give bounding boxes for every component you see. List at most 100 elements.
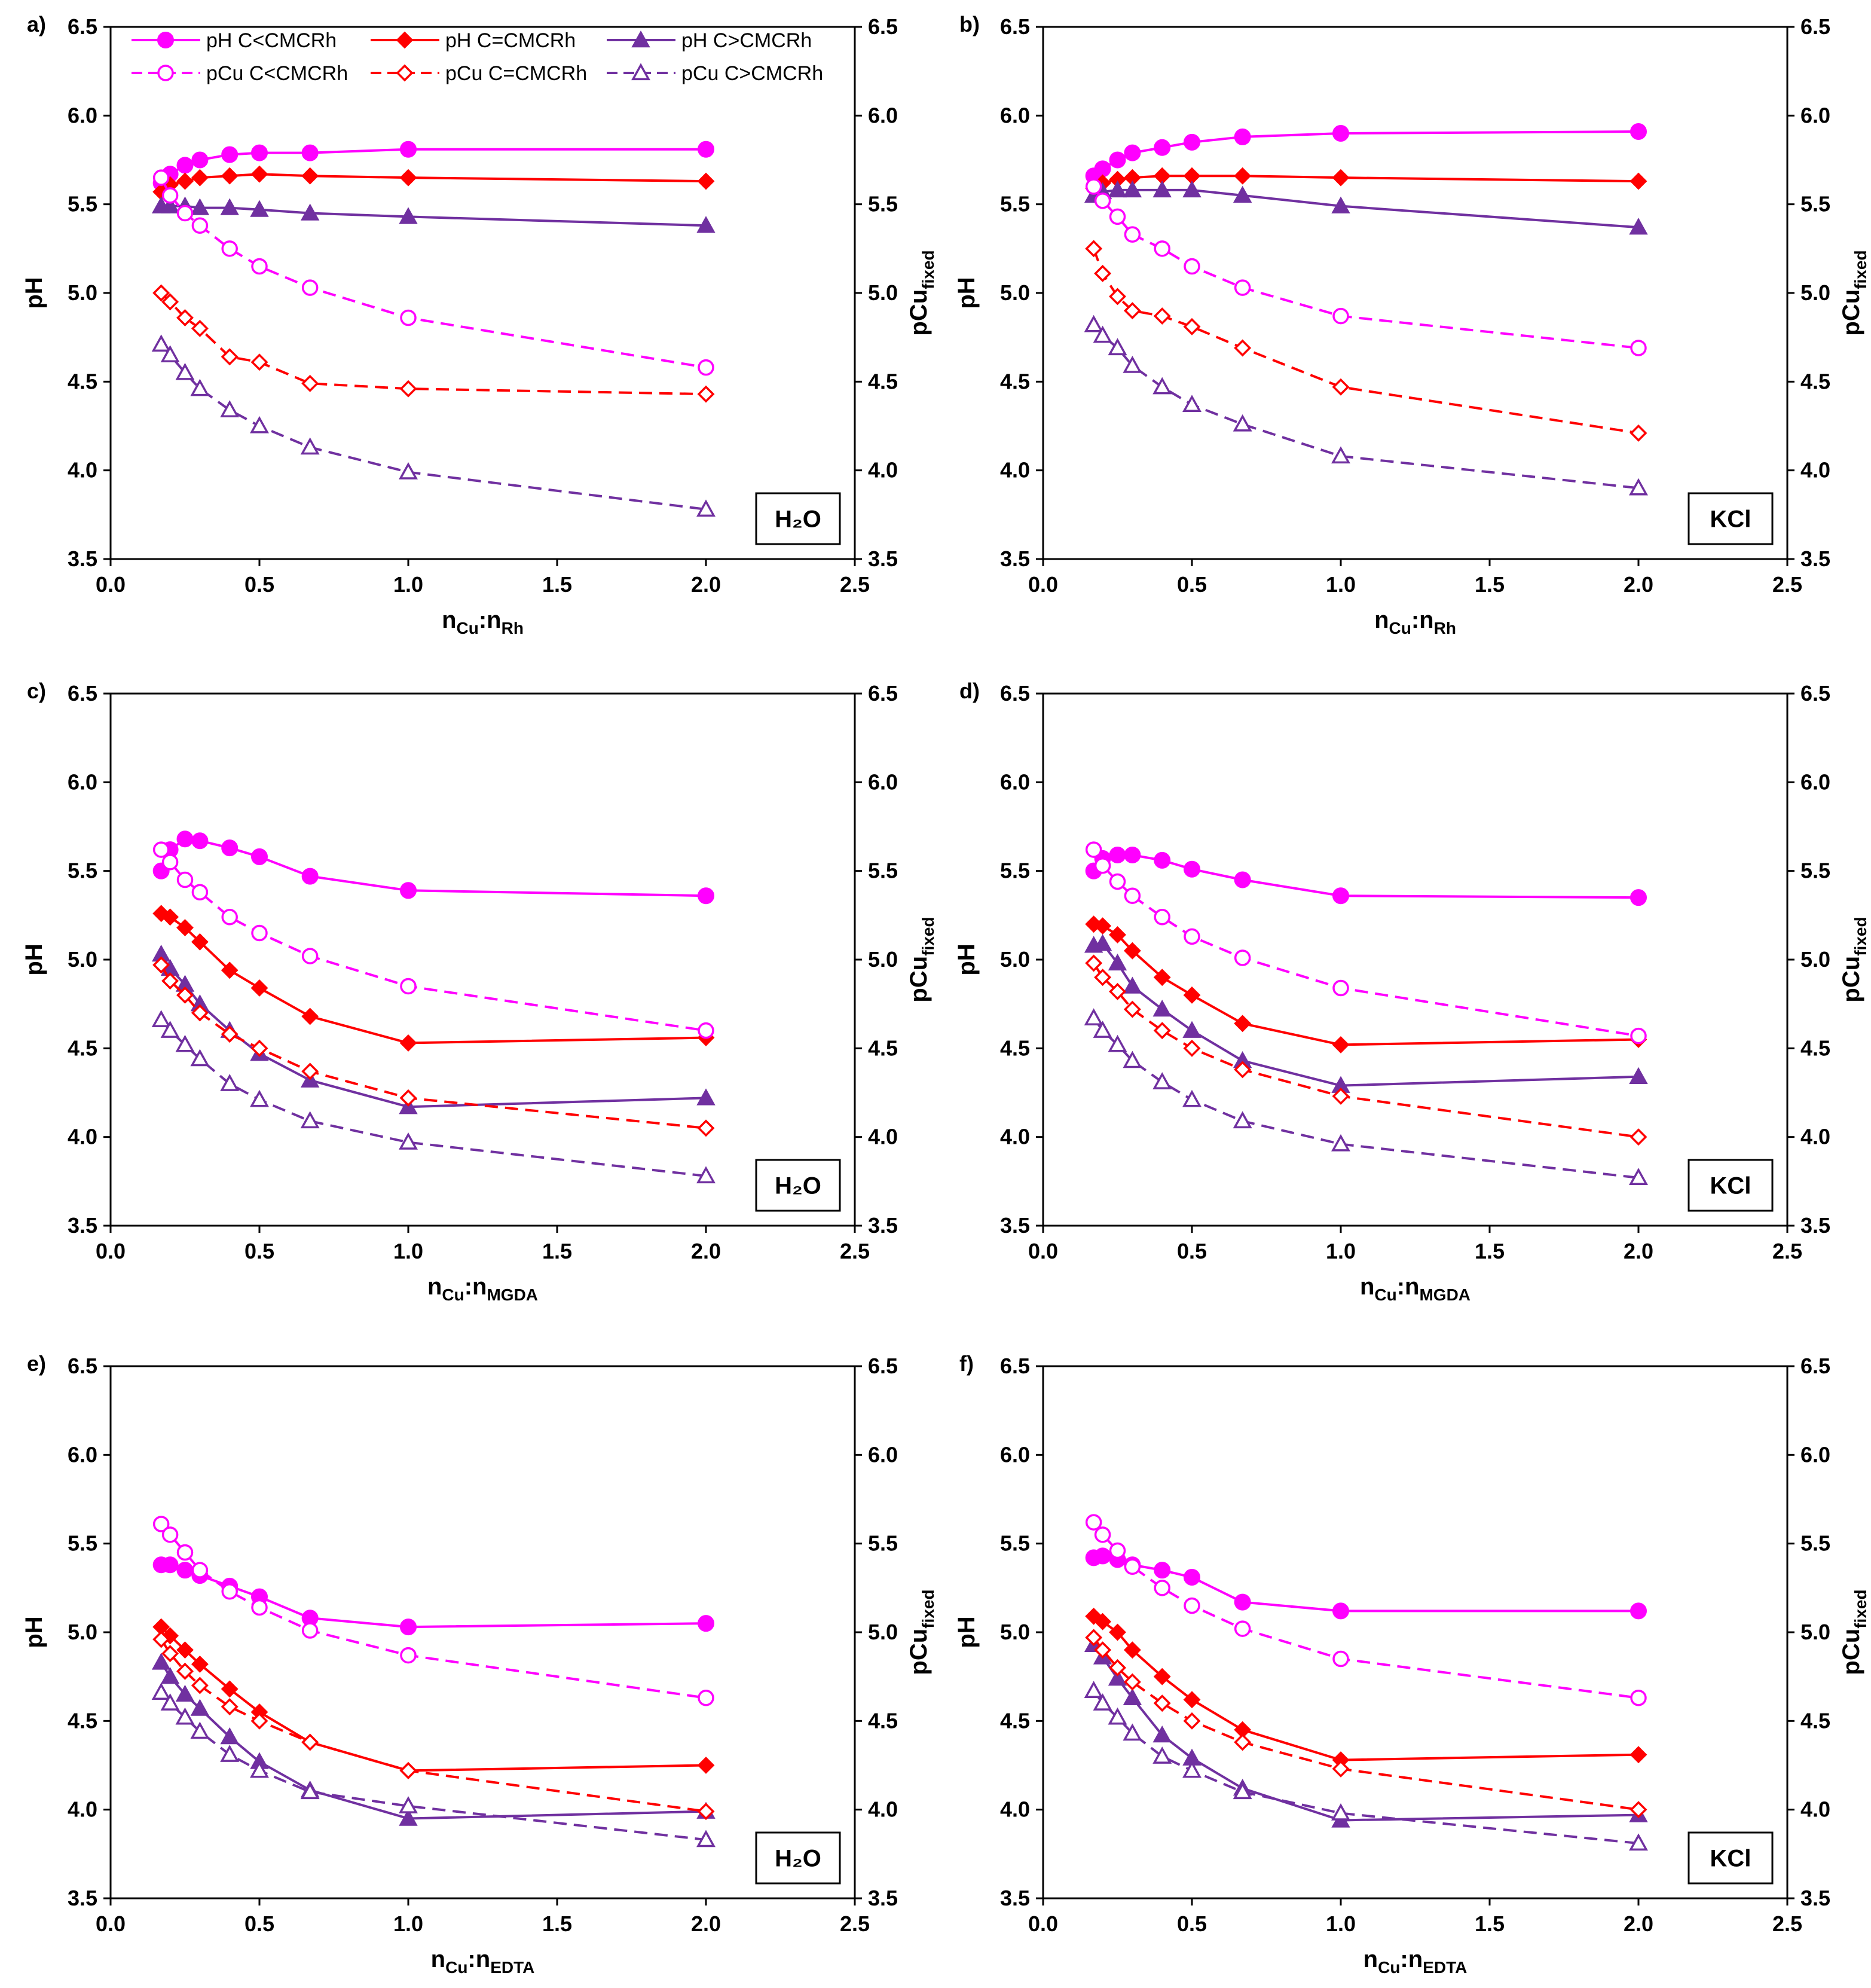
x-tick-label: 2.0 <box>1624 1911 1653 1936</box>
y-axis-title-left: pH <box>953 1616 980 1648</box>
series-4 <box>1085 841 1647 1045</box>
x-axis-title-ratio: :n <box>479 607 502 633</box>
data-point <box>1123 356 1142 373</box>
data-point <box>221 1698 239 1716</box>
series-line <box>1093 1555 1638 1613</box>
x-tick-label: 2.5 <box>840 572 870 597</box>
y-tick-label-left: 4.0 <box>1000 458 1030 483</box>
x-axis-title-n: n <box>442 607 456 633</box>
y-tick-label-right: 5.5 <box>1800 192 1830 216</box>
y-tick-label-left: 6.0 <box>1000 103 1030 127</box>
x-tick-label: 0.0 <box>96 572 126 597</box>
y-tick-label-left: 4.0 <box>68 1125 97 1149</box>
series-line <box>1093 324 1639 490</box>
data-point <box>399 462 418 480</box>
data-point <box>1124 887 1141 904</box>
x-tick-label: 1.0 <box>393 572 423 597</box>
data-point <box>1332 169 1350 187</box>
data-point <box>399 169 417 187</box>
data-point <box>1183 986 1201 1004</box>
data-point <box>301 144 319 161</box>
data-point <box>1233 185 1252 203</box>
data-point <box>1184 1597 1200 1614</box>
data-point <box>1152 180 1172 198</box>
x-axis-title-ratio: :n <box>1397 1274 1420 1300</box>
y-tick-label-right: 6.0 <box>868 103 898 127</box>
y-tick-label-right: 3.5 <box>868 1886 898 1910</box>
data-point <box>1124 846 1141 863</box>
data-point <box>1153 1694 1171 1712</box>
x-axis-title-subscript-cu: Cu <box>1378 1958 1400 1977</box>
data-point <box>250 979 268 997</box>
data-point <box>151 334 171 352</box>
data-point <box>220 1074 240 1091</box>
data-point <box>1094 160 1111 178</box>
data-point <box>301 948 319 964</box>
x-axis-title-ratio: :n <box>464 1274 487 1300</box>
series-line <box>160 838 707 897</box>
data-point <box>1109 1623 1126 1641</box>
y-axis-title-right-subscript: fixed <box>1851 250 1870 289</box>
data-point <box>1154 851 1171 869</box>
data-point <box>697 1803 715 1821</box>
condition-box <box>1687 1159 1774 1212</box>
data-point <box>1123 1051 1142 1068</box>
series-line <box>160 177 707 369</box>
series-line <box>1093 853 1639 899</box>
data-point <box>1154 139 1171 156</box>
chart-panel-5: 3.5 3.5 4.0 4.0 4.5 4.5 5.0 5.0 5.5 5.5 6.0 6.0 6.5 6… <box>21 1351 937 1977</box>
series-line <box>160 1662 707 1820</box>
series-line <box>1092 185 1639 349</box>
y-axis-title-right: pCufixed <box>1838 917 1870 1002</box>
data-point <box>160 1667 180 1684</box>
data-point <box>1152 377 1172 395</box>
data-point <box>697 1757 715 1774</box>
x-tick-label: 1.0 <box>1326 1911 1356 1936</box>
data-point <box>1332 1036 1350 1053</box>
data-point <box>1093 325 1112 343</box>
y-axis-title-right: pCufixed <box>906 917 937 1002</box>
series-line <box>1093 188 1639 229</box>
x-tick-label: 0.5 <box>1177 1911 1207 1936</box>
chart-panel-6: 3.5 3.5 4.0 4.0 4.5 4.5 5.0 5.0 5.5 5.5 6.0 6.0 6.5 6… <box>953 1351 1870 1977</box>
data-point <box>1123 976 1142 994</box>
data-point <box>1184 258 1200 275</box>
y-tick-label-left: 5.0 <box>68 280 97 305</box>
x-tick-label: 2.0 <box>1624 572 1653 597</box>
y-tick-label-right: 5.0 <box>868 1620 898 1644</box>
series-2 <box>152 165 715 201</box>
series-5 <box>1085 1629 1647 1819</box>
data-point <box>1233 414 1252 432</box>
data-point <box>1094 1641 1112 1659</box>
data-point <box>1332 1602 1349 1620</box>
y-tick-label-left: 5.5 <box>1000 1531 1030 1556</box>
data-point <box>1109 926 1126 943</box>
y-tick-label-right: 3.5 <box>868 546 898 571</box>
data-point <box>1331 446 1350 464</box>
x-tick-label: 2.5 <box>1772 1911 1802 1936</box>
panel-label: e) <box>27 1351 46 1376</box>
y-tick-label-right: 6.5 <box>1800 1354 1830 1378</box>
y-tick-label-left: 4.5 <box>1000 1036 1030 1060</box>
x-tick-label: 0.0 <box>96 1239 126 1263</box>
data-point <box>1630 1602 1647 1620</box>
x-tick-label: 1.5 <box>1475 572 1505 597</box>
y-axis-title-right-main: pCu <box>906 289 932 336</box>
data-point <box>1630 1027 1647 1045</box>
data-point <box>696 216 716 233</box>
data-point <box>1154 1562 1171 1579</box>
chart-panel-2: 3.5 3.5 4.0 4.0 4.5 4.5 5.0 5.0 5.5 5.5 6.0 6.0 6.5 6… <box>953 12 1870 637</box>
x-axis-title: nCu:nMGDA <box>427 1274 538 1304</box>
series-3 <box>1084 934 1648 1093</box>
data-point <box>190 1699 210 1716</box>
data-point <box>1234 1593 1251 1611</box>
data-point <box>191 217 209 234</box>
y-tick-label-left: 3.5 <box>68 1886 97 1910</box>
y-tick-label-right: 6.5 <box>868 1354 898 1378</box>
data-point <box>1332 125 1349 142</box>
data-point <box>191 1562 209 1578</box>
data-point <box>191 1655 209 1673</box>
series-line <box>160 912 707 1045</box>
data-point <box>1094 1526 1111 1543</box>
data-point <box>1154 240 1170 257</box>
